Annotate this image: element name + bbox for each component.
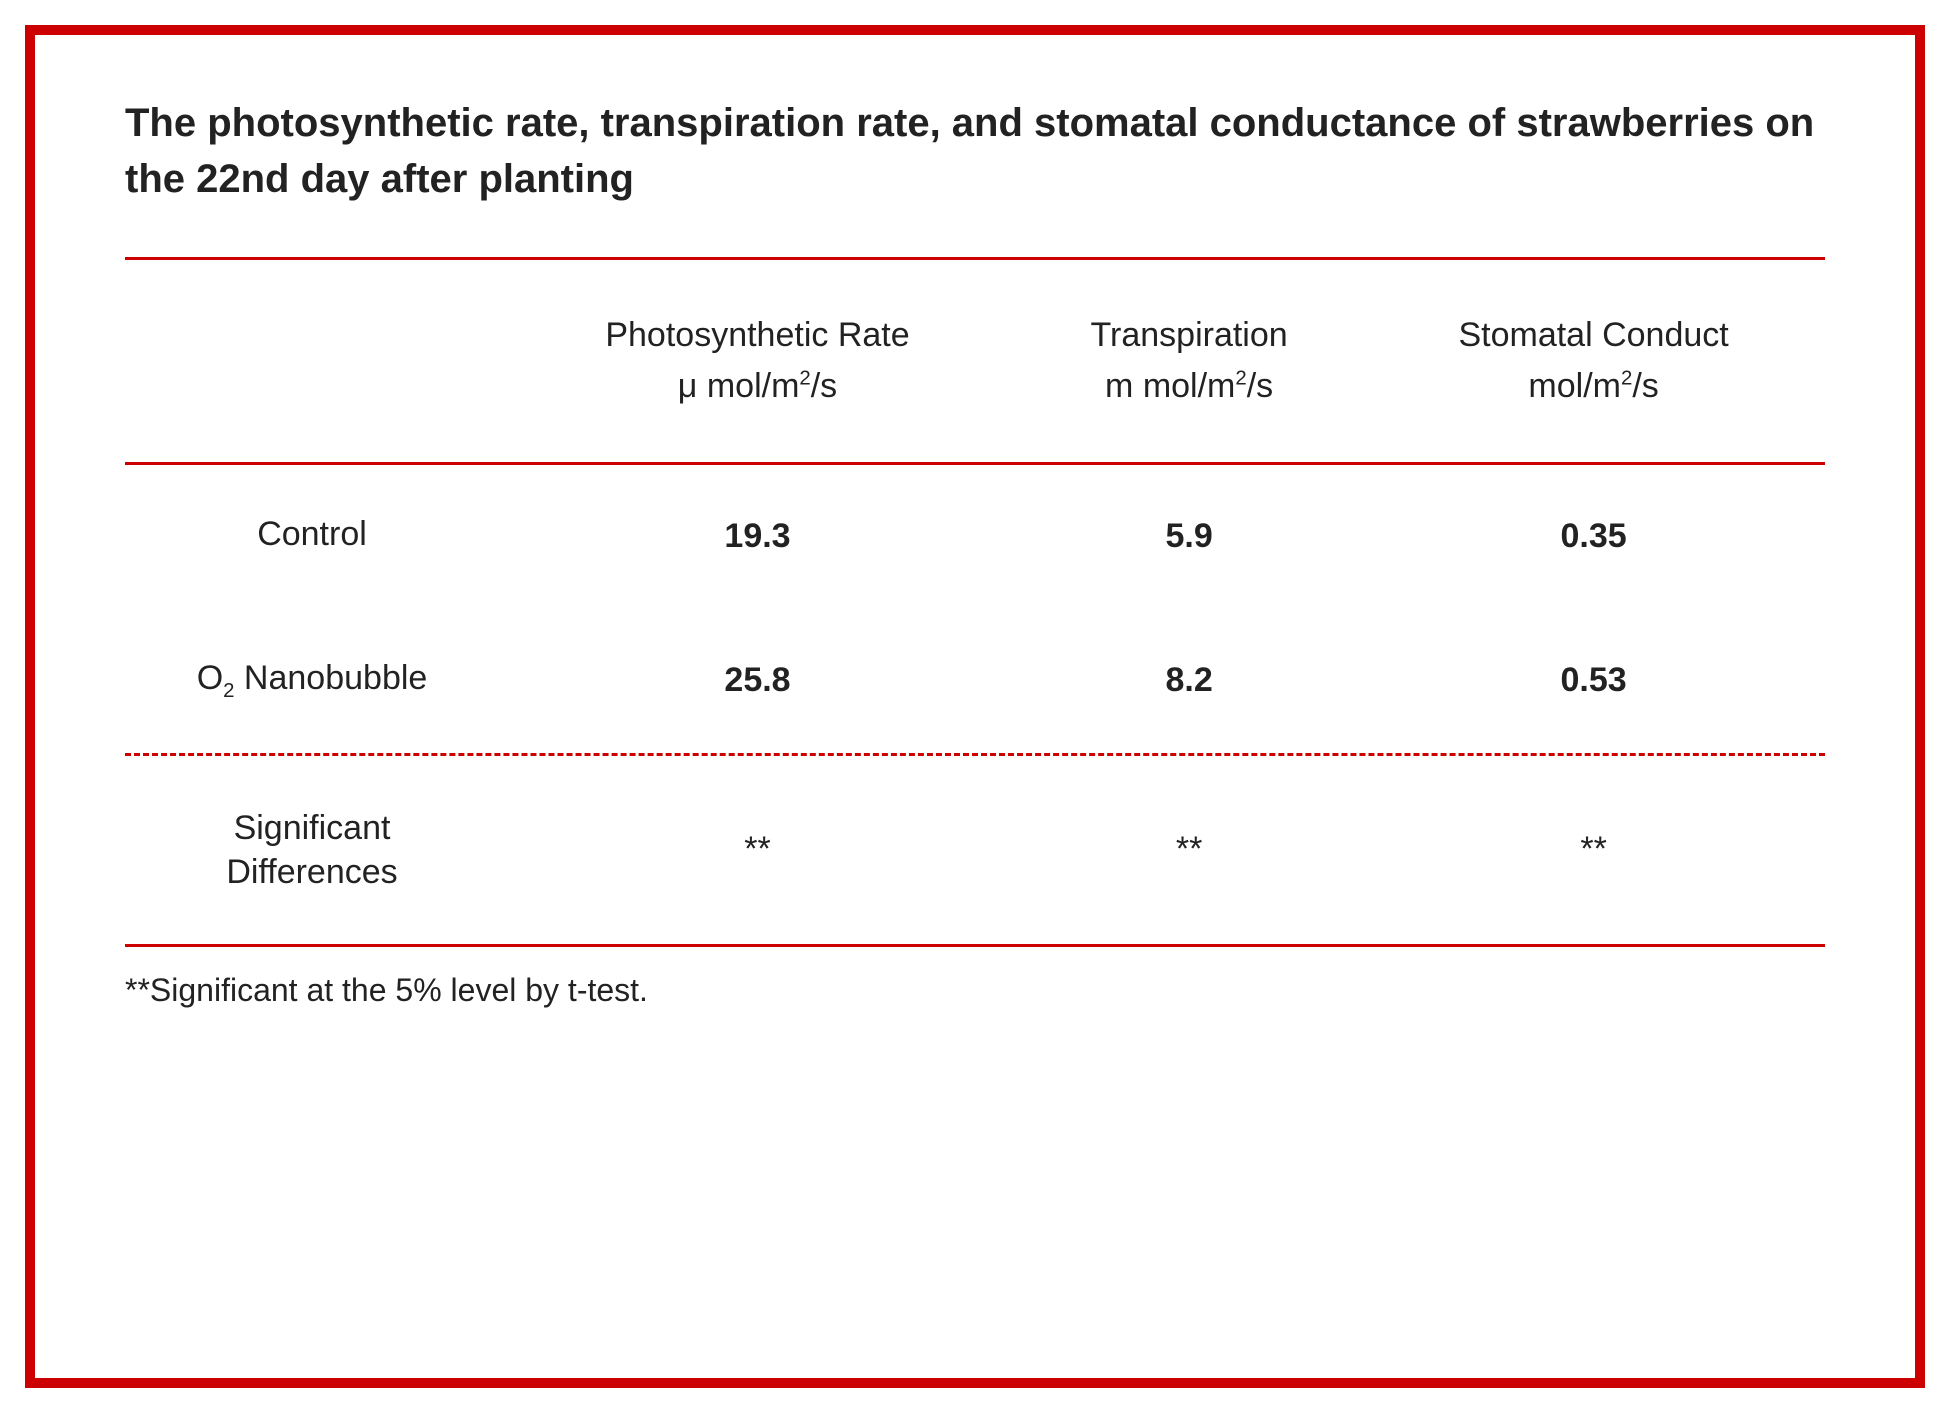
header-col-3-unit-sup: 2 <box>1621 368 1632 390</box>
header-col-2-unit-sup: 2 <box>1235 368 1246 390</box>
row-0-label-prefix: Control <box>257 515 367 553</box>
sig-label: Significant Differences <box>125 756 499 944</box>
figure-frame: The photosynthetic rate, transpiration r… <box>25 25 1925 1388</box>
header-col-2-unit-prefix: m mol/m <box>1105 367 1235 405</box>
table-row: O2 Nanobubble 25.8 8.2 0.53 <box>125 609 1825 753</box>
row-1-label-suffix: Nanobubble <box>234 659 427 697</box>
header-col-3: Stomatal Conduct mol/m2/s <box>1362 260 1825 462</box>
header-col-2: Transpiration m mol/m2/s <box>1016 260 1362 462</box>
header-col-2-unit-suffix: /s <box>1247 367 1273 405</box>
row-1-val-2: 0.53 <box>1362 609 1825 753</box>
header-col-2-label: Transpiration <box>1091 316 1288 354</box>
sig-mark-0: ** <box>499 756 1016 944</box>
sig-label-line2: Differences <box>226 853 397 891</box>
sig-mark-2: ** <box>1362 756 1825 944</box>
footnote: **Significant at the 5% level by t-test. <box>125 972 1825 1009</box>
row-1-val-0: 25.8 <box>499 609 1016 753</box>
row-1-label: O2 Nanobubble <box>125 609 499 753</box>
row-1-val-1: 8.2 <box>1016 609 1362 753</box>
row-0-label: Control <box>125 465 499 609</box>
row-1-label-prefix: O <box>197 659 223 697</box>
row-1-label-sub: 2 <box>223 680 234 702</box>
table-row: Control 19.3 5.9 0.35 <box>125 465 1825 609</box>
row-0-val-0: 19.3 <box>499 465 1016 609</box>
significance-row: Significant Differences ** ** ** <box>125 756 1825 944</box>
rule-bottom <box>125 944 1825 947</box>
header-col-3-unit-prefix: mol/m <box>1528 367 1621 405</box>
data-table: Photosynthetic Rate μ mol/m2/s Transpira… <box>125 257 1825 947</box>
header-col-1-unit-prefix: μ mol/m <box>678 367 800 405</box>
table-header-row: Photosynthetic Rate μ mol/m2/s Transpira… <box>125 260 1825 462</box>
sig-label-line1: Significant <box>234 809 391 847</box>
header-col-1: Photosynthetic Rate μ mol/m2/s <box>499 260 1016 462</box>
figure-title: The photosynthetic rate, transpiration r… <box>125 95 1825 207</box>
header-col-3-label: Stomatal Conduct <box>1458 316 1728 354</box>
header-col-1-unit-sup: 2 <box>799 368 810 390</box>
sig-mark-1: ** <box>1016 756 1362 944</box>
header-blank <box>125 260 499 462</box>
row-0-val-2: 0.35 <box>1362 465 1825 609</box>
header-col-3-unit-suffix: /s <box>1632 367 1658 405</box>
header-col-1-unit-suffix: /s <box>811 367 837 405</box>
header-col-1-label: Photosynthetic Rate <box>605 316 909 354</box>
row-0-val-1: 5.9 <box>1016 465 1362 609</box>
